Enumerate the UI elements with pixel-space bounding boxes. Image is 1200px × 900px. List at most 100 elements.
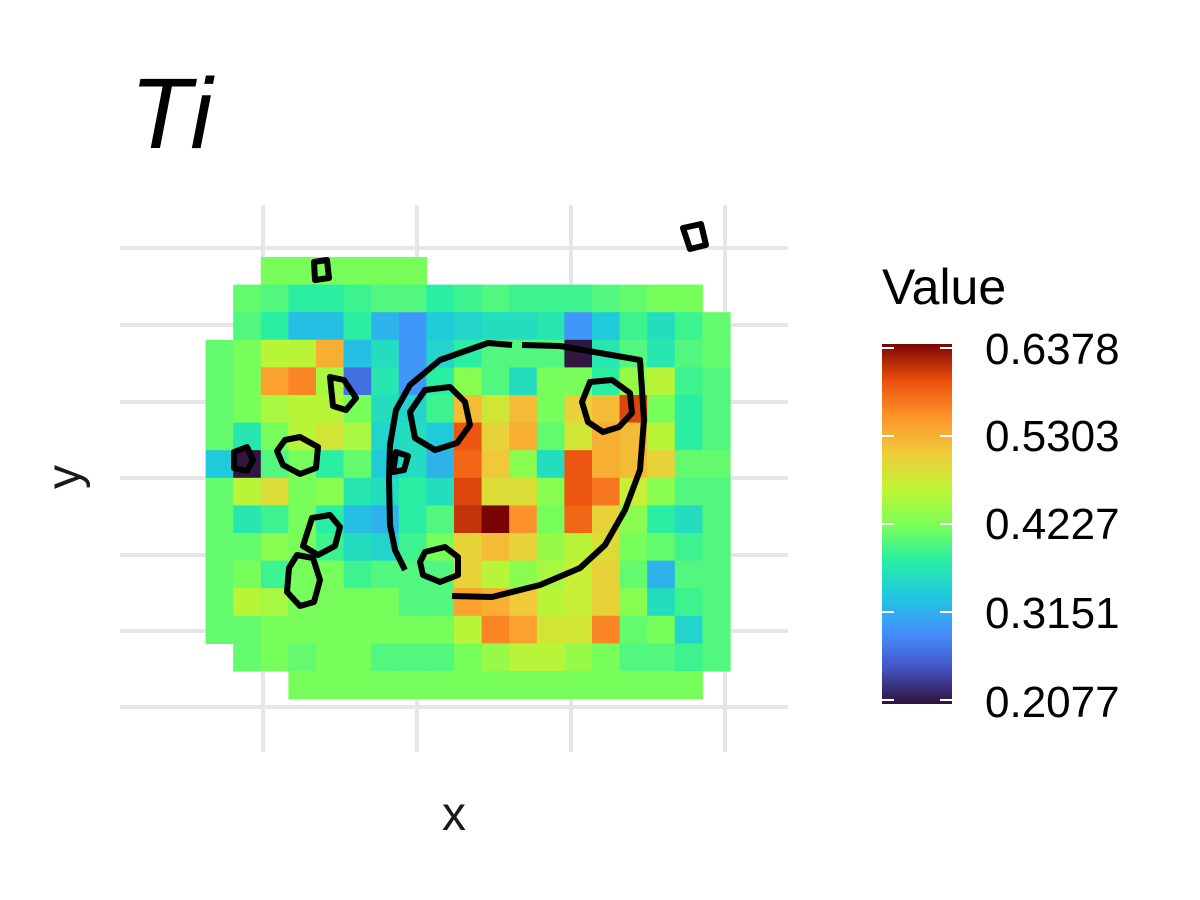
heatmap-cell	[426, 671, 455, 700]
heatmap-cell	[426, 477, 455, 506]
heatmap-cell	[592, 588, 621, 617]
heatmap-cell	[316, 588, 345, 617]
heatmap-cell	[564, 588, 593, 617]
heatmap-cell	[509, 477, 538, 506]
heatmap-cells	[205, 257, 731, 700]
heatmap-cell	[674, 477, 703, 506]
heatmap-cell	[481, 615, 510, 644]
heatmap-cell	[371, 643, 400, 672]
contour-small-mid	[390, 449, 411, 475]
heatmap-cell	[647, 312, 676, 341]
heatmap-cell	[288, 615, 317, 644]
heatmap-cell	[619, 643, 648, 672]
heatmap-cell	[619, 312, 648, 341]
heatmap-cell	[205, 339, 234, 368]
heatmap-cell	[454, 284, 483, 313]
heatmap-cell	[398, 643, 427, 672]
heatmap-cell	[674, 312, 703, 341]
heatmap-cell	[674, 533, 703, 562]
heatmap-cell	[592, 284, 621, 313]
legend: Value 0.6378 0.5303 0.4227 0.3151 0.2077	[882, 259, 1120, 727]
heatmap-cell	[619, 339, 648, 368]
heatmap-cell	[564, 312, 593, 341]
heatmap-cell	[233, 312, 262, 341]
heatmap-cell	[316, 671, 345, 700]
heatmap-cell	[536, 312, 565, 341]
heatmap-cell	[674, 284, 703, 313]
heatmap-cell	[398, 257, 427, 286]
heatmap-cell	[371, 477, 400, 506]
heatmap-cell	[564, 533, 593, 562]
heatmap-cell	[647, 339, 676, 368]
contour-main	[386, 340, 513, 572]
heatmap-cell	[288, 284, 317, 313]
heatmap-cell	[647, 505, 676, 534]
heatmap-cell	[205, 533, 234, 562]
heatmap-cell	[564, 643, 593, 672]
heatmap-cell	[316, 643, 345, 672]
heatmap-cell	[702, 588, 731, 617]
heatmap-cell	[536, 477, 565, 506]
heatmap-cell	[481, 395, 510, 424]
heatmap-cell	[398, 588, 427, 617]
heatmap-cell	[205, 367, 234, 396]
heatmap-cell	[260, 312, 289, 341]
heatmap-cell	[426, 643, 455, 672]
heatmap-cell	[398, 312, 427, 341]
heatmap-cell	[233, 477, 262, 506]
heatmap-cell	[205, 615, 234, 644]
heatmap-cell	[674, 339, 703, 368]
heatmap-cell	[371, 257, 400, 286]
heatmap-cell	[481, 560, 510, 589]
heatmap-cell	[205, 560, 234, 589]
heatmap-cell	[481, 450, 510, 479]
heatmap-cell	[702, 395, 731, 424]
heatmap-cell	[205, 505, 234, 534]
heatmap-cell	[426, 284, 455, 313]
heatmap-cell	[619, 560, 648, 589]
heatmap-cell	[674, 588, 703, 617]
heatmap-cell	[592, 450, 621, 479]
heatmap-cell	[647, 643, 676, 672]
heatmap-cell	[592, 615, 621, 644]
heatmap-cell	[619, 284, 648, 313]
heatmap-cell	[619, 671, 648, 700]
legend-tick-label: 0.2077	[985, 678, 1120, 727]
heatmap-cell	[647, 284, 676, 313]
heatmap-cell	[536, 422, 565, 451]
x-axis-label: x	[442, 788, 466, 841]
heatmap-cell	[702, 367, 731, 396]
heatmap-cell	[343, 588, 372, 617]
heatmap-cell	[564, 450, 593, 479]
heatmap-cell	[647, 395, 676, 424]
heatmap-cell	[260, 422, 289, 451]
chart-title: Ti	[130, 58, 215, 170]
heatmap-cell	[647, 450, 676, 479]
heatmap-cell	[426, 312, 455, 341]
heatmap-cell	[233, 395, 262, 424]
heatmap-cell	[647, 477, 676, 506]
heatmap-cell	[371, 284, 400, 313]
heatmap-cell	[564, 284, 593, 313]
heatmap-cell	[647, 671, 676, 700]
heatmap-cell	[674, 367, 703, 396]
heatmap-cell	[233, 643, 262, 672]
heatmap-cell	[509, 505, 538, 534]
heatmap-cell	[343, 422, 372, 451]
heatmap-cell	[564, 477, 593, 506]
heatmap-cell	[536, 367, 565, 396]
legend-tick-label: 0.4227	[985, 500, 1120, 549]
heatmap-cell	[481, 643, 510, 672]
heatmap-cell	[343, 560, 372, 589]
heatmap-cell	[702, 505, 731, 534]
heatmap-cell	[233, 284, 262, 313]
contour-left-1	[327, 374, 359, 413]
heatmap-cell	[233, 533, 262, 562]
heatmap-cell	[536, 450, 565, 479]
heatmap-cell	[509, 312, 538, 341]
heatmap-cell	[343, 339, 372, 368]
heatmap-cell	[398, 477, 427, 506]
heatmap-cell	[592, 477, 621, 506]
heatmap-cell	[536, 284, 565, 313]
heatmap-cell	[260, 339, 289, 368]
